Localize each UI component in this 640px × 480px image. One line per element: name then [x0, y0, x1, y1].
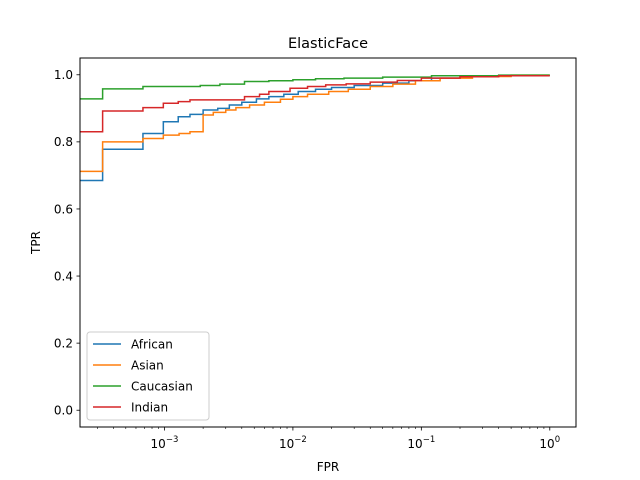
- y-axis-ticks: 0.0 0.2 0.4 0.6 0.8 1.0: [54, 68, 80, 418]
- y-tick-label: 1.0: [54, 68, 73, 82]
- x-axis-label: FPR: [317, 460, 339, 474]
- legend-label-caucasian: Caucasian: [131, 379, 193, 393]
- x-axis-ticks: 10−3 10−2 10−1 100: [97, 427, 560, 451]
- y-tick-label: 0.4: [54, 269, 73, 283]
- series-lines: [80, 74, 550, 182]
- x-tick-label: 100: [539, 435, 560, 451]
- series-line-indian: [80, 75, 550, 133]
- series-line-caucasian: [80, 74, 550, 100]
- legend-label-asian: Asian: [131, 358, 164, 372]
- plot-frame: [79, 57, 577, 428]
- legend: African Asian Caucasian Indian: [86, 331, 210, 421]
- y-tick-label: 0.8: [54, 135, 73, 149]
- legend-box: [86, 331, 210, 421]
- legend-label-indian: Indian: [131, 400, 168, 414]
- chart-title: ElasticFace: [288, 36, 368, 52]
- series-line-asian: [80, 74, 550, 173]
- y-tick-label: 0.2: [54, 336, 73, 350]
- y-tick-label: 0.0: [54, 404, 73, 418]
- x-tick-label: 10−1: [407, 435, 435, 451]
- x-tick-label: 10−2: [279, 435, 307, 451]
- x-tick-label: 10−3: [151, 435, 179, 451]
- legend-label-african: African: [131, 337, 173, 351]
- y-axis-label: TPR: [29, 231, 43, 255]
- y-tick-label: 0.6: [54, 202, 73, 216]
